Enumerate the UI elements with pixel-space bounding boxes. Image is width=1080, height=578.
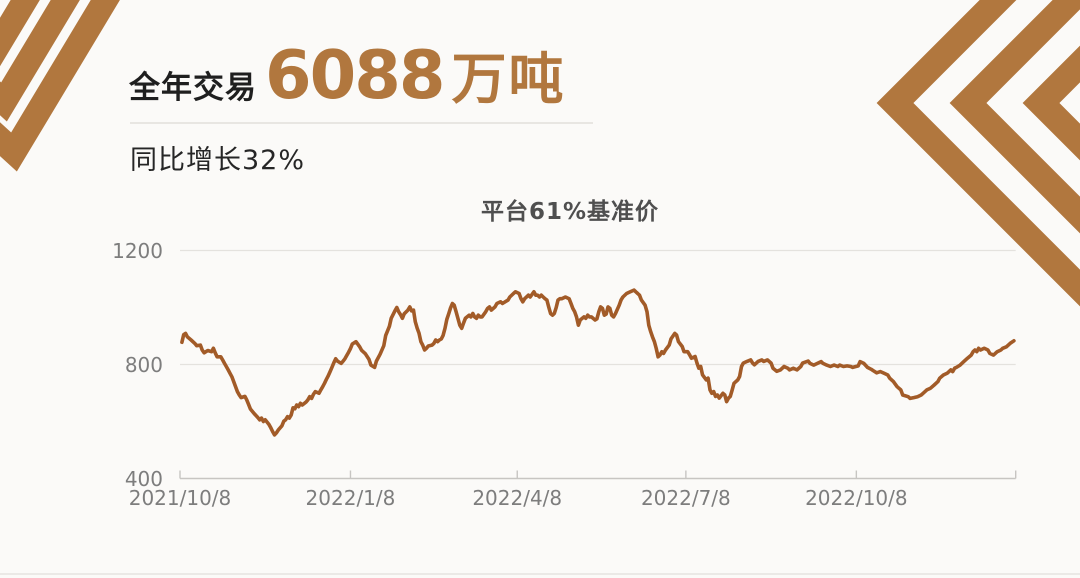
- chevron-decoration-top-left-icon: [0, 0, 120, 172]
- headline-unit: 万吨: [451, 47, 566, 111]
- slide-bottom-edge: [0, 573, 1080, 575]
- x-axis-label-0: 2021/10/8: [128, 486, 232, 510]
- y-axis-label-1200: 1200: [112, 238, 163, 263]
- y-axis-label-400: 400: [124, 466, 163, 491]
- chart-title: 平台61%基准价: [480, 199, 660, 225]
- headline-divider: [130, 122, 593, 124]
- headline: 全年交易 6088 万吨: [129, 42, 566, 109]
- price-series-line: [180, 288, 1016, 437]
- headline-big-number: 6088: [265, 36, 445, 114]
- chevron-decoration-right-icon: [876, 0, 1080, 307]
- x-axis-label-4: 2022/10/8: [805, 486, 908, 510]
- x-axis-label-2: 2022/4/8: [472, 486, 563, 510]
- y-axis-label-800: 800: [124, 352, 163, 377]
- x-axis-label-3: 2022/7/8: [640, 486, 731, 510]
- headline-subtitle: 同比增长32%: [130, 145, 306, 176]
- x-axis-label-1: 2022/1/8: [305, 486, 396, 510]
- chart-gridlines: [180, 249, 1016, 366]
- chart-x-axis: [179, 470, 1017, 480]
- headline-prefix: 全年交易: [129, 70, 257, 106]
